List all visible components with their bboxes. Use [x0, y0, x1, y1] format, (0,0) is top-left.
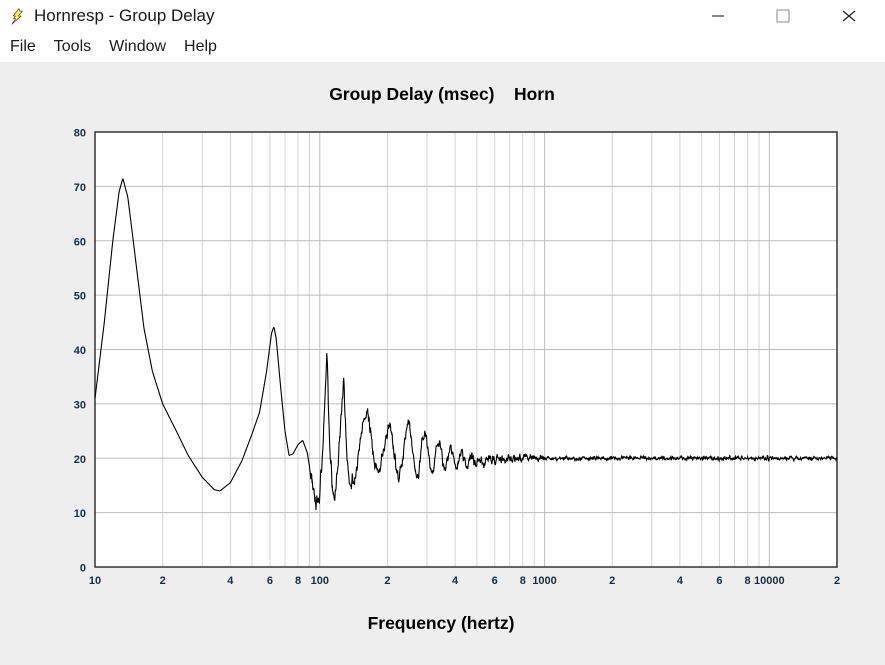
svg-text:4: 4: [452, 575, 459, 587]
svg-text:8: 8: [295, 575, 301, 587]
svg-text:2: 2: [160, 575, 166, 587]
svg-text:60: 60: [74, 236, 86, 248]
svg-text:2: 2: [609, 575, 615, 587]
svg-text:2: 2: [834, 575, 840, 587]
svg-text:1000: 1000: [532, 575, 556, 587]
svg-text:4: 4: [677, 575, 684, 587]
svg-text:8: 8: [520, 575, 526, 587]
svg-text:Frequency (hertz): Frequency (hertz): [368, 613, 515, 633]
svg-text:10: 10: [89, 575, 101, 587]
svg-text:6: 6: [267, 575, 273, 587]
svg-text:6: 6: [716, 575, 722, 587]
svg-text:6: 6: [492, 575, 498, 587]
svg-text:10: 10: [74, 508, 86, 520]
svg-text:20: 20: [74, 454, 86, 466]
svg-text:80: 80: [74, 128, 86, 140]
svg-text:40: 40: [74, 345, 86, 357]
svg-text:2: 2: [384, 575, 390, 587]
svg-text:100: 100: [311, 575, 329, 587]
svg-text:Group Delay (msec) Horn: Group Delay (msec) Horn: [329, 84, 555, 104]
svg-text:70: 70: [74, 182, 86, 194]
svg-text:50: 50: [74, 291, 86, 303]
svg-text:10000: 10000: [754, 575, 785, 587]
svg-text:0: 0: [80, 563, 86, 575]
svg-text:30: 30: [74, 399, 86, 411]
svg-text:8: 8: [744, 575, 750, 587]
svg-text:4: 4: [227, 575, 234, 587]
